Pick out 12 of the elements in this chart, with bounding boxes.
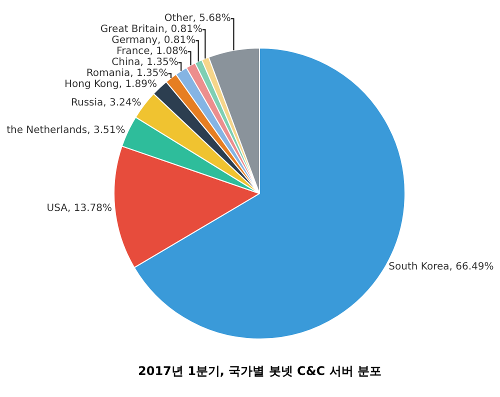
slice-label: China, 1.35% bbox=[112, 57, 178, 68]
slice-label: the Netherlands, 3.51% bbox=[6, 124, 126, 136]
text: 2017년 1분기, 국가별 봇넷 C&C 서버 분포 bbox=[138, 364, 382, 378]
slice-label: USA, 13.78% bbox=[46, 202, 112, 214]
slice-label: Other, 5.68% bbox=[164, 13, 231, 24]
slice-label: Romania, 1.35% bbox=[86, 68, 168, 80]
slice-label: France, 1.08% bbox=[116, 46, 188, 58]
slice-label: South Korea, 66.49% bbox=[388, 261, 494, 272]
slice-label: Great Britain, 0.81% bbox=[100, 24, 202, 36]
slice-label: Russia, 3.24% bbox=[70, 97, 142, 108]
slice-label: Hong Kong, 1.89% bbox=[64, 79, 157, 90]
slice-label: Germany, 0.81% bbox=[112, 35, 196, 46]
